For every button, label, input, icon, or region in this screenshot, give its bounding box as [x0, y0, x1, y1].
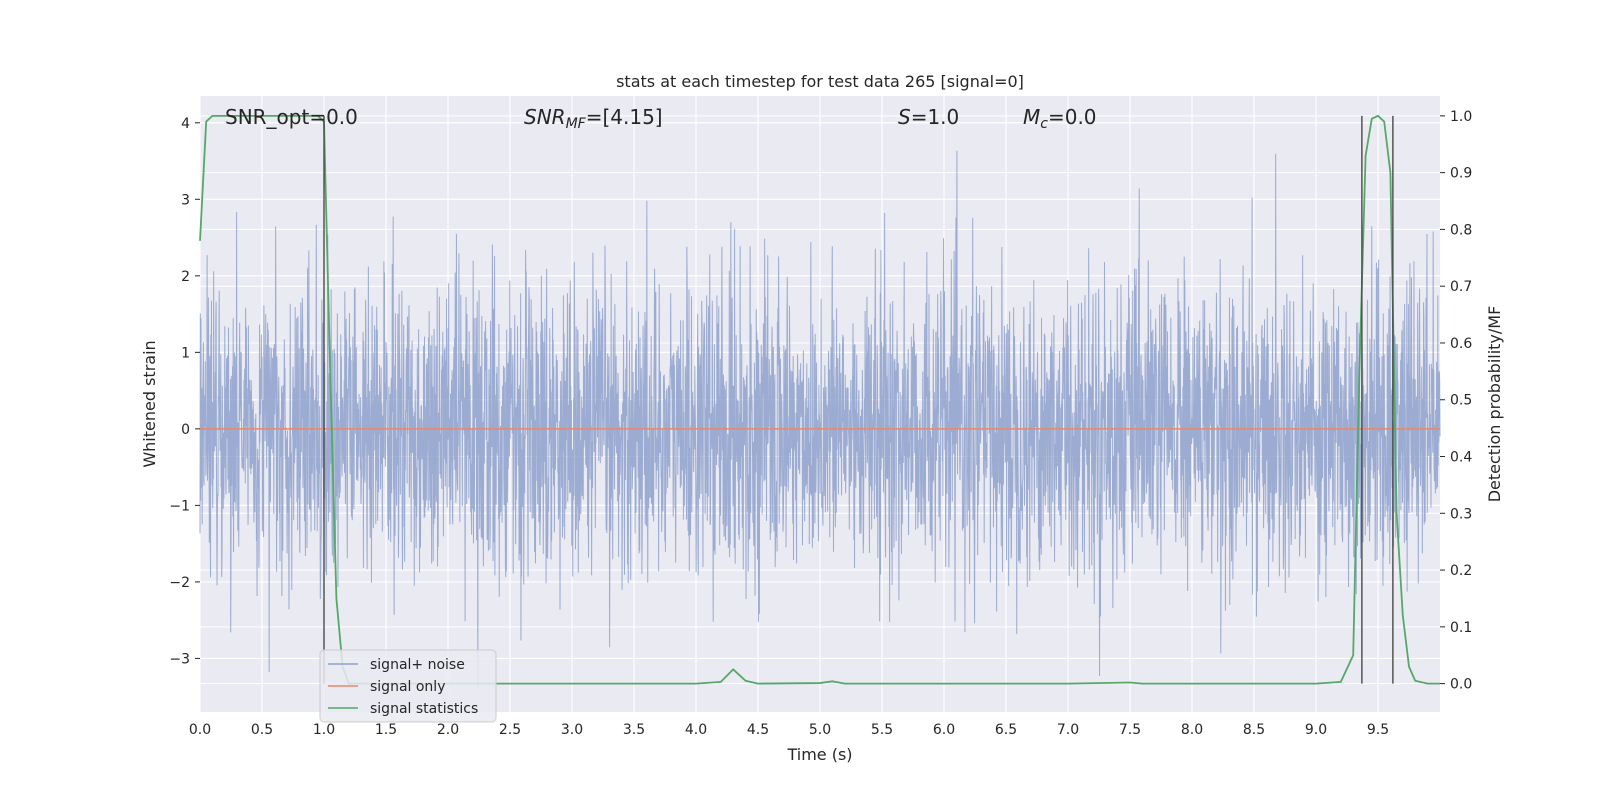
x-tick-label: 4.0: [685, 722, 707, 738]
y-left-tick-label: 2: [181, 269, 190, 285]
x-tick-label: 2.0: [437, 722, 459, 738]
x-tick-label: 6.5: [995, 722, 1017, 738]
legend-label-signal-only: signal only: [370, 679, 445, 695]
y-right-tick-label: 0.9: [1450, 166, 1472, 182]
annotation-mc-value: =0.0: [1048, 105, 1097, 129]
x-tick-label: 5.0: [809, 722, 831, 738]
x-tick-label: 7.5: [1119, 722, 1141, 738]
x-tick-label: 9.5: [1367, 722, 1389, 738]
series-signal-noise: [199, 150, 1441, 690]
y-right-tick-label: 0.2: [1450, 563, 1472, 579]
x-tick-label: 0.5: [251, 722, 273, 738]
y-right-tick-label: 0.8: [1450, 222, 1472, 238]
y-right-tick-label: 0.7: [1450, 279, 1472, 295]
x-tick-label: 9.0: [1305, 722, 1327, 738]
y-right-tick-label: 0.4: [1450, 450, 1472, 466]
y-right-tick-label: 1.0: [1450, 109, 1472, 125]
x-tick-label: 5.5: [871, 722, 893, 738]
y-axis-right-label: Detection probability/MF: [1485, 306, 1504, 503]
y-right-tick-label: 0.0: [1450, 677, 1472, 693]
legend-box: [319, 649, 497, 723]
y-right-tick-label: 0.6: [1450, 336, 1472, 352]
x-tick-label: 0.0: [189, 722, 211, 738]
legend-label-signal-statistics: signal statistics: [370, 701, 478, 717]
x-axis-label: Time (s): [786, 745, 852, 764]
annotation-mc-subscript: c: [1040, 116, 1048, 132]
annotation-snr-mf-subscript: MF: [566, 116, 587, 132]
y-right-tick-label: 0.5: [1450, 393, 1472, 409]
x-tick-label: 6.0: [933, 722, 955, 738]
annotation-snr-mf: SNRMF=[4.15]: [524, 105, 663, 132]
x-tick-label: 3.5: [623, 722, 645, 738]
series-signal-statistics: [199, 114, 1440, 685]
x-tick-labels: 0.0 0.5 1.0 1.5 2.0 2.5 3.0 3.5 4.0 4.5 5.0 5.5 6.0 6…: [189, 722, 1389, 738]
y-left-tick-label: −3: [169, 651, 190, 667]
y-right-tick-labels: 0.0 0.1 0.2 0.3 0.4 0.5 0.6 0.7 0.8 0.9 1.0: [1440, 109, 1472, 693]
x-tick-label: 8.0: [1181, 722, 1203, 738]
y-axis-left-label: Whitened strain: [140, 340, 159, 467]
x-tick-label: 8.5: [1243, 722, 1265, 738]
y-right-tick-label: 0.3: [1450, 506, 1472, 522]
annotation-snr-mf-value: =[4.15]: [586, 105, 663, 129]
annotation-snr-opt: SNR_opt=0.0: [225, 105, 358, 129]
line-signal-noise: [199, 150, 1441, 690]
legend-label-signal-noise: signal+ noise: [370, 657, 465, 673]
annotation-snr-mf-symbol: SNR: [524, 105, 566, 129]
y-left-tick-labels: −3 −2 −1 0 1 2 3 4: [169, 116, 200, 667]
chart-title: stats at each timestep for test data 265…: [616, 72, 1024, 91]
x-tick-label: 3.0: [561, 722, 583, 738]
x-tick-label: 4.5: [747, 722, 769, 738]
x-tick-label: 7.0: [1057, 722, 1079, 738]
y-right-tick-label: 0.1: [1450, 620, 1472, 636]
y-left-tick-label: 4: [181, 116, 190, 132]
x-tick-label: 1.5: [375, 722, 397, 738]
y-left-tick-label: 3: [181, 192, 190, 208]
y-left-tick-label: 1: [181, 345, 190, 361]
y-left-tick-label: −2: [169, 575, 190, 591]
annotation-mc-symbol: M: [1023, 105, 1040, 129]
x-tick-label: 1.0: [313, 722, 335, 738]
line-signal-statistics: [199, 114, 1440, 685]
legend: signal+ noise signal only signal statist…: [319, 649, 497, 723]
annotation-mc: Mc=0.0: [1023, 105, 1097, 132]
x-tick-label: 2.5: [499, 722, 521, 738]
y-left-tick-label: 0: [181, 422, 190, 438]
y-left-tick-label: −1: [169, 498, 190, 514]
annotation-s-symbol: S: [898, 105, 911, 129]
annotation-s-value: =1.0: [911, 105, 960, 129]
annotation-s: S=1.0: [898, 105, 959, 129]
vertical-markers: [323, 115, 1394, 684]
